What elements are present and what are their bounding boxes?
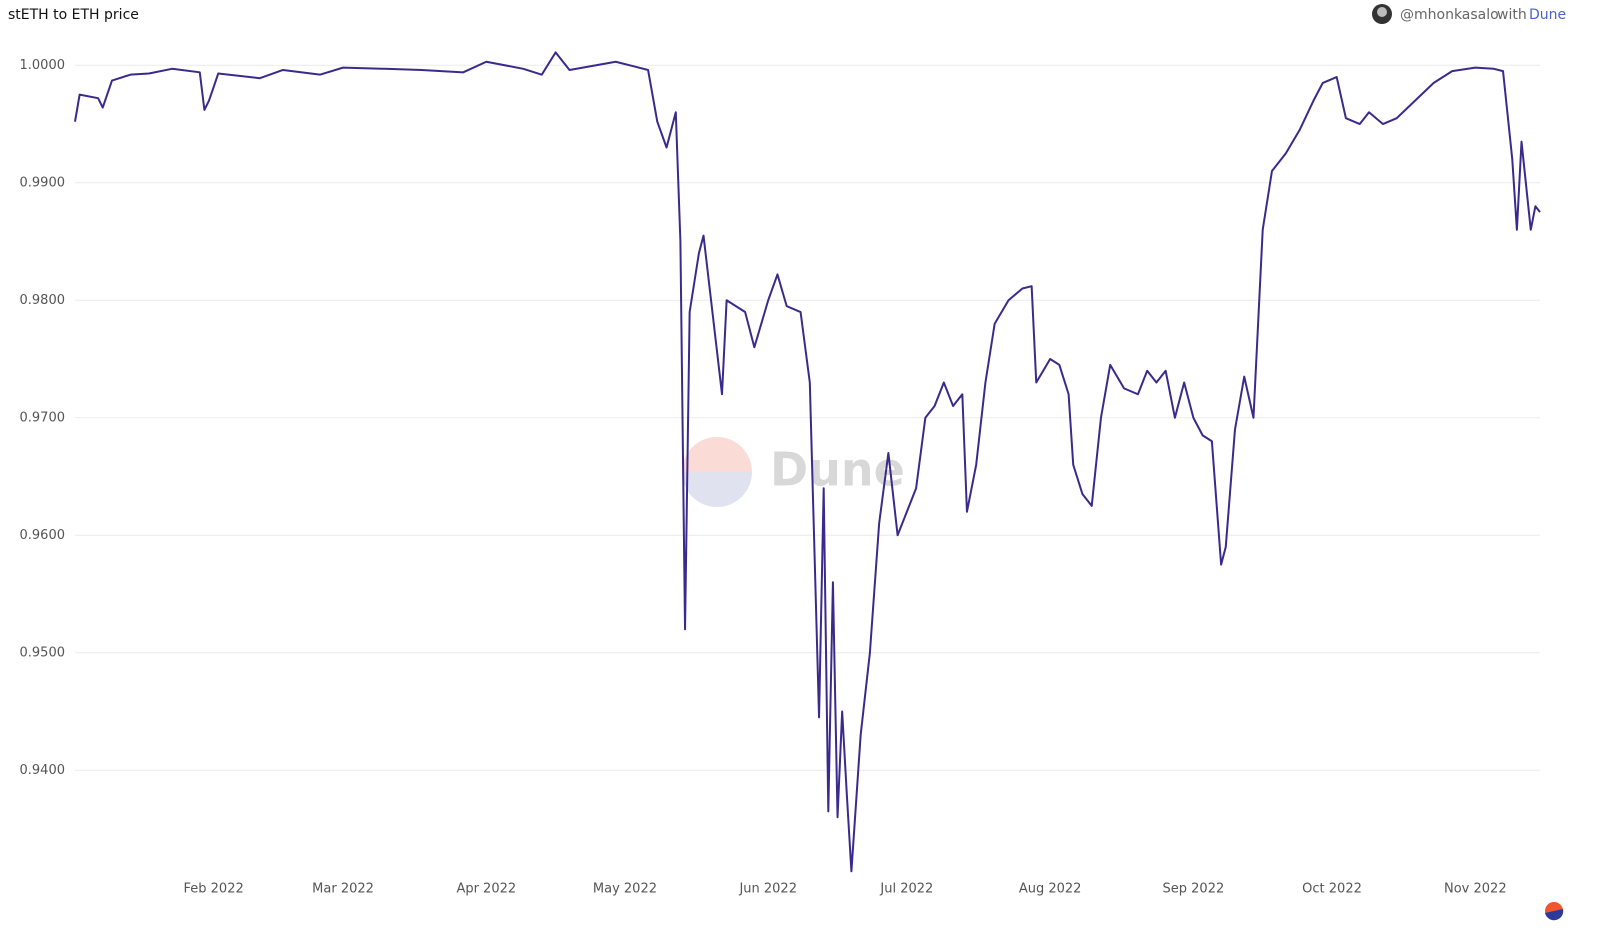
x-tick-label: Oct 2022 [1302,882,1362,897]
x-tick-label: Mar 2022 [312,882,374,897]
x-tick-label: Apr 2022 [456,882,516,897]
chart-title: stETH to ETH price [8,7,139,23]
y-tick-label: 0.9500 [20,645,66,660]
watermark: Dune [770,443,905,497]
attribution-brand[interactable]: Dune [1529,7,1566,23]
y-tick-label: 0.9900 [20,175,66,190]
y-tick-label: 0.9400 [20,763,66,778]
attribution-author: @mhonkasalo [1400,7,1499,23]
x-tick-label: May 2022 [593,882,657,897]
x-tick-label: Nov 2022 [1444,882,1507,897]
y-tick-label: 1.0000 [20,58,66,73]
y-tick-label: 0.9800 [20,293,66,308]
corner-logo [1545,902,1564,921]
x-tick-label: Feb 2022 [184,882,244,897]
avatar [1372,4,1392,24]
x-tick-label: Jun 2022 [738,882,797,897]
attribution-with: with [1497,7,1527,23]
x-tick-label: Sep 2022 [1163,882,1225,897]
grid [75,64,1540,771]
line-series [74,51,1541,873]
x-tick-label: Aug 2022 [1019,882,1082,897]
x-tick-label: Jul 2022 [879,882,933,897]
y-tick-label: 0.9600 [20,528,66,543]
y-tick-label: 0.9700 [20,410,66,425]
watermark-logo [682,437,752,507]
